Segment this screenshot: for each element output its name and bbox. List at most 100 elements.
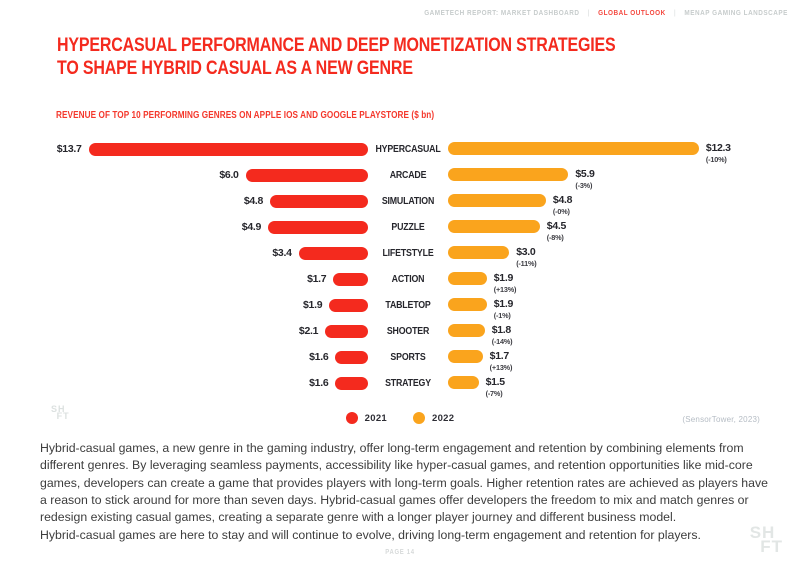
chart-row: $2.1 SHOOTER $1.8 (-14%) bbox=[40, 318, 760, 345]
nav-separator: | bbox=[587, 8, 590, 17]
top-nav: GAMETECH REPORT: MARKET DASHBOARD | GLOB… bbox=[424, 8, 788, 17]
change-percent-label: (-10%) bbox=[705, 154, 727, 164]
bar-2022 bbox=[448, 376, 479, 390]
source-citation: (SensorTower, 2023) bbox=[682, 415, 760, 424]
shft-logo-line1: SH bbox=[51, 404, 66, 414]
change-percent-label: (-14%) bbox=[491, 336, 513, 346]
chart-rows: $13.7 HYPERCASUAL $12.3 (-10%) $6.0 ARCA… bbox=[40, 136, 760, 397]
value-label-group-2022: $4.8 (-0%) bbox=[552, 194, 573, 216]
value-label-group-2022: $3.0 (-11%) bbox=[516, 247, 536, 267]
legend-dot-2022 bbox=[413, 412, 425, 424]
page-title: HYPERCASUAL PERFORMANCE AND DEEP MONETIZ… bbox=[57, 34, 631, 79]
nav-item-market-dashboard[interactable]: GAMETECH REPORT: MARKET DASHBOARD bbox=[424, 8, 580, 17]
change-percent-label: (-0%) bbox=[552, 206, 570, 216]
chart-legend: 2021 2022 bbox=[40, 412, 760, 424]
value-label-2022: $1.8 bbox=[491, 324, 512, 337]
chart-row-left: $1.6 bbox=[40, 376, 368, 390]
category-label: TABLETOP bbox=[385, 299, 431, 311]
chart-row: $1.6 SPORTS $1.7 (+13%) bbox=[40, 344, 760, 371]
chart-row-right: $3.0 (-11%) bbox=[448, 243, 760, 267]
bar-2022 bbox=[448, 324, 485, 338]
chart-row-right: $1.9 (-1%) bbox=[448, 295, 760, 319]
chart-row: $1.6 STRATEGY $1.5 (-7%) bbox=[40, 370, 760, 397]
bar-2021 bbox=[268, 220, 368, 234]
chart-row: $4.8 SIMULATION $4.8 (-0%) bbox=[40, 188, 760, 215]
bar-2022 bbox=[448, 298, 487, 312]
bar-2022 bbox=[448, 220, 540, 234]
chart-row-right: $1.5 (-7%) bbox=[448, 373, 760, 397]
shft-logo-small: SH FT bbox=[51, 404, 70, 422]
category-label: SHOOTER bbox=[386, 325, 430, 337]
chart-row-left: $4.9 bbox=[40, 220, 368, 234]
body-text: Hybrid-casual games, a new genre in the … bbox=[40, 440, 778, 544]
genre-revenue-chart: $13.7 HYPERCASUAL $12.3 (-10%) $6.0 ARCA… bbox=[40, 136, 760, 397]
chart-row: $13.7 HYPERCASUAL $12.3 (-10%) bbox=[40, 136, 760, 163]
chart-row-right: $1.9 (+13%) bbox=[448, 269, 760, 293]
value-label-2021: $1.6 bbox=[309, 377, 329, 389]
value-label-group-2022: $1.8 (-14%) bbox=[492, 325, 513, 345]
value-label-2022: $5.9 bbox=[575, 168, 595, 181]
bar-2022 bbox=[448, 246, 510, 260]
bar-2021 bbox=[88, 142, 368, 156]
value-label-2021: $4.9 bbox=[241, 221, 262, 233]
legend-label-2022: 2022 bbox=[432, 412, 455, 424]
category-label: ARCADE bbox=[389, 169, 427, 181]
value-label-2022: $4.5 bbox=[546, 220, 567, 233]
change-percent-label: (-7%) bbox=[485, 388, 503, 398]
bar-2021 bbox=[335, 376, 368, 390]
chart-row-right: $5.9 (-3%) bbox=[448, 165, 760, 189]
value-label-2022: $1.7 bbox=[489, 350, 510, 363]
category-label: PUZZLE bbox=[391, 221, 425, 233]
legend-label-2021: 2021 bbox=[364, 412, 387, 424]
bar-2022 bbox=[448, 194, 546, 208]
value-label-group-2022: $1.7 (+13%) bbox=[490, 351, 513, 371]
nav-item-menap-gaming-landscape[interactable]: MENAP GAMING LANDSCAPE bbox=[684, 8, 788, 17]
chart-row: $1.9 TABLETOP $1.9 (-1%) bbox=[40, 292, 760, 319]
category-label: SPORTS bbox=[390, 351, 426, 363]
bar-2022 bbox=[448, 168, 569, 182]
change-percent-label: (+13%) bbox=[493, 284, 517, 294]
chart-row-right: $1.8 (-14%) bbox=[448, 321, 760, 345]
bar-2021 bbox=[335, 350, 368, 364]
nav-separator: | bbox=[674, 8, 677, 17]
chart-row-left: $6.0 bbox=[40, 168, 368, 182]
value-label-2022: $12.3 bbox=[705, 142, 731, 155]
chart-row-left: $13.7 bbox=[40, 142, 368, 156]
body-paragraph-2: Hybrid-casual games are here to stay and… bbox=[40, 527, 701, 542]
value-label-2022: $4.8 bbox=[552, 194, 573, 207]
bar-2021 bbox=[329, 298, 368, 312]
chart-row-left: $4.8 bbox=[40, 194, 368, 208]
chart-row: $4.9 PUZZLE $4.5 (-8%) bbox=[40, 214, 760, 241]
chart-row-right: $4.5 (-8%) bbox=[448, 217, 760, 241]
body-paragraph-1: Hybrid-casual games, a new genre in the … bbox=[40, 441, 768, 525]
value-label-group-2022: $1.5 (-7%) bbox=[485, 377, 506, 398]
chart-row: $3.4 LIFETSTYLE $3.0 (-11%) bbox=[40, 240, 760, 267]
bar-2021 bbox=[298, 246, 368, 260]
value-label-group-2022: $12.3 (-10%) bbox=[706, 143, 731, 163]
shft-logo-line2: FT bbox=[760, 537, 783, 557]
value-label-group-2022: $1.9 (-1%) bbox=[494, 299, 514, 319]
value-label-2021: $3.4 bbox=[272, 247, 292, 259]
chart-row: $1.7 ACTION $1.9 (+13%) bbox=[40, 266, 760, 293]
value-label-2021: $1.6 bbox=[309, 351, 329, 363]
bar-2022 bbox=[448, 272, 487, 286]
nav-item-global-outlook[interactable]: GLOBAL OUTLOOK bbox=[598, 8, 666, 17]
category-label: LIFETSTYLE bbox=[382, 247, 434, 259]
bar-2021 bbox=[333, 272, 368, 286]
shft-logo-line1: SH bbox=[749, 523, 776, 543]
value-label-2021: $6.0 bbox=[219, 169, 239, 181]
value-label-2022: $3.0 bbox=[516, 246, 536, 259]
page-title-line1: HYPERCASUAL PERFORMANCE AND DEEP MONETIZ… bbox=[57, 34, 616, 56]
change-percent-label: (-8%) bbox=[546, 232, 564, 242]
category-label: STRATEGY bbox=[385, 377, 431, 389]
chart-row: $6.0 ARCADE $5.9 (-3%) bbox=[40, 162, 760, 189]
chart-row-right: $4.8 (-0%) bbox=[448, 191, 760, 215]
legend-dot-2021 bbox=[345, 412, 358, 424]
page-number: PAGE 14 bbox=[385, 549, 415, 556]
bar-2021 bbox=[325, 324, 368, 338]
change-percent-label: (-3%) bbox=[575, 180, 593, 190]
chart-row-left: $1.6 bbox=[40, 350, 368, 364]
category-label: HYPERCASUAL bbox=[375, 143, 441, 155]
value-label-2021: $13.7 bbox=[56, 143, 82, 155]
